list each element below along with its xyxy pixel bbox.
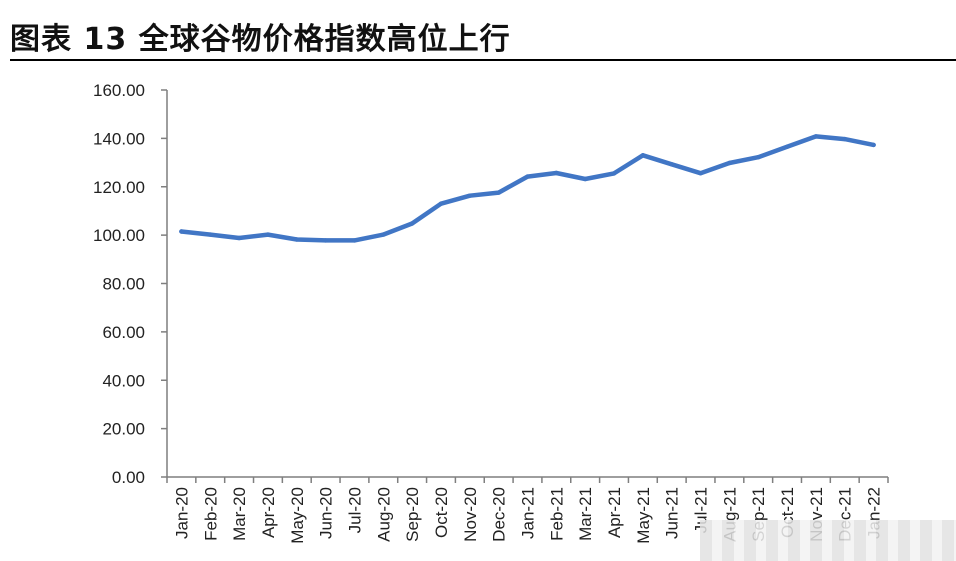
data-point — [496, 190, 501, 195]
x-tick-label: Nov-20 — [461, 487, 480, 542]
data-point — [409, 221, 415, 226]
data-point — [727, 160, 732, 166]
x-tick-label: Jan-21 — [519, 487, 538, 539]
watermark-blur — [700, 520, 956, 561]
x-tick-label: May-20 — [288, 487, 307, 544]
x-tick-label: Dec-20 — [490, 487, 509, 542]
chart-title: 图表 13 全球谷物价格指数高位上行 — [10, 22, 511, 57]
y-tick-label: 100.00 — [93, 226, 145, 245]
data-point — [323, 238, 328, 243]
y-tick-label: 60.00 — [102, 323, 145, 342]
data-point — [554, 170, 559, 176]
title-underline — [10, 59, 956, 61]
data-point — [467, 193, 472, 198]
data-point — [208, 232, 213, 237]
x-tick-label: Apr-21 — [605, 487, 624, 538]
data-point — [784, 144, 790, 149]
data-point — [583, 176, 588, 182]
y-tick-label: 120.00 — [93, 178, 145, 197]
data-point — [236, 235, 242, 241]
data-point — [265, 232, 271, 237]
data-point — [871, 142, 876, 148]
x-tick-label: Jun-20 — [317, 487, 336, 539]
x-tick-label: Oct-20 — [432, 487, 451, 538]
x-tick-label: Feb-20 — [201, 487, 220, 541]
data-point — [813, 134, 819, 139]
y-tick-label: 160.00 — [93, 81, 145, 100]
data-point — [352, 238, 357, 243]
x-tick-label: Aug-20 — [374, 487, 393, 542]
y-axis: 0.00 20.00 40.00 60.00 80.00 100.00 120.00 140.… — [93, 81, 168, 487]
y-tick-label: 40.00 — [102, 371, 145, 390]
data-point — [698, 171, 703, 176]
data-point — [381, 232, 386, 237]
x-axis: Jan-20 Feb-20 Mar-20 Apr-20 May-20 Jun-20 Jul-… — [166, 476, 889, 544]
x-tick-label: Sep-20 — [403, 487, 422, 542]
data-point — [294, 237, 299, 242]
x-tick-label: Jun-21 — [663, 487, 682, 539]
y-tick-label: 0.00 — [112, 468, 145, 487]
data-point — [611, 171, 617, 176]
data-point — [179, 229, 184, 234]
x-tick-label: Jan-20 — [172, 487, 191, 539]
x-tick-label: Mar-20 — [230, 487, 249, 541]
data-point — [669, 162, 674, 167]
series-layer — [179, 134, 876, 243]
x-tick-label: Jul-20 — [345, 487, 364, 533]
x-tick-label: Mar-21 — [576, 487, 595, 541]
y-tick-label: 80.00 — [102, 275, 145, 294]
x-tick-label: Apr-20 — [259, 487, 278, 538]
data-point — [842, 136, 847, 142]
data-point — [756, 155, 761, 160]
data-point — [438, 201, 444, 206]
data-point — [525, 174, 530, 179]
y-tick-label: 140.00 — [93, 129, 145, 148]
series-line — [179, 134, 876, 243]
x-tick-label: Feb-21 — [547, 487, 566, 541]
data-point — [640, 153, 646, 158]
x-tick-label: May-21 — [634, 487, 653, 544]
y-tick-label: 20.00 — [102, 420, 145, 439]
